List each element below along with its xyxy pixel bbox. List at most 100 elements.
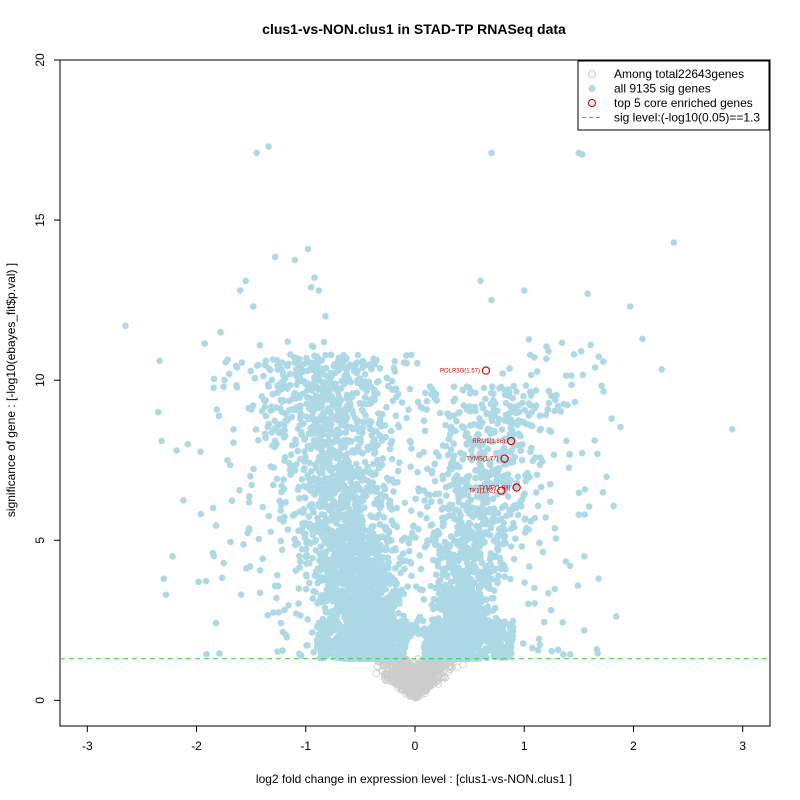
nonsig-point xyxy=(406,659,414,667)
nonsig-point xyxy=(438,662,446,671)
sig-gene-point xyxy=(433,397,441,404)
sig-gene-point xyxy=(302,457,310,465)
sig-gene-point xyxy=(386,497,394,505)
sig-gene-point xyxy=(361,394,369,401)
sig-gene-point xyxy=(296,455,304,463)
sig-gene-point xyxy=(514,473,522,481)
sig-gene-point xyxy=(390,364,398,372)
sig-gene-point xyxy=(277,507,285,514)
sig-gene-point xyxy=(533,489,540,496)
sig-gene-point xyxy=(410,522,417,529)
sig-gene-point xyxy=(303,354,310,362)
sig-gene-point xyxy=(376,419,383,426)
sig-gene-point xyxy=(416,552,424,559)
sig-gene-point xyxy=(230,439,237,446)
sig-gene-point xyxy=(374,441,382,449)
sig-gene-point xyxy=(370,543,378,551)
sig-gene-point xyxy=(277,365,285,373)
sig-gene-point xyxy=(408,351,415,359)
sig-gene-point xyxy=(465,473,472,480)
sig-gene-point xyxy=(326,376,334,384)
sig-gene-point xyxy=(393,523,401,531)
sig-gene-point xyxy=(463,404,471,412)
sig-gene-point xyxy=(376,521,384,528)
sig-gene-point xyxy=(318,492,326,499)
sig-gene-point xyxy=(474,541,481,548)
nonsig-point xyxy=(426,673,434,682)
sig-gene-point xyxy=(342,453,349,460)
nonsig-point xyxy=(389,663,397,671)
sig-gene-point xyxy=(375,586,383,593)
nonsig-point xyxy=(378,666,386,675)
sig-gene-point xyxy=(324,571,332,578)
sig-gene-point xyxy=(376,566,384,573)
sig-gene-point xyxy=(428,467,436,475)
sig-gene-point xyxy=(491,587,498,594)
sig-gene-point xyxy=(421,427,429,435)
sig-gene-point xyxy=(259,503,267,511)
sig-gene-point xyxy=(335,393,343,401)
sig-gene-point xyxy=(430,388,437,396)
sig-gene-point xyxy=(271,417,279,425)
nonsig-point xyxy=(372,669,380,678)
sig-gene-point xyxy=(391,358,399,365)
sig-gene-point xyxy=(478,401,486,409)
sig-gene-point xyxy=(424,503,431,511)
sig-gene-point xyxy=(245,493,253,500)
sig-gene-point xyxy=(376,432,383,439)
sig-gene-point xyxy=(349,568,356,576)
sig-gene-point xyxy=(403,352,410,359)
sig-gene-point xyxy=(563,437,570,445)
sig-gene-point xyxy=(456,463,463,471)
sig-gene-point xyxy=(341,594,349,601)
sig-gene-point xyxy=(464,551,472,559)
sig-gene-point xyxy=(521,516,528,523)
sig-gene-point xyxy=(331,385,338,392)
nonsig-point xyxy=(392,679,400,687)
sig-gene-point xyxy=(533,471,541,479)
sig-gene-point xyxy=(458,588,465,596)
sig-gene-point xyxy=(360,496,367,504)
sig-gene-point xyxy=(471,403,479,411)
sig-gene-point xyxy=(376,365,384,372)
sig-gene-point xyxy=(336,485,343,493)
sig-gene-point xyxy=(520,392,527,400)
sig-gene-point xyxy=(383,524,390,531)
sig-gene-point xyxy=(308,629,316,636)
sig-gene-point xyxy=(385,535,392,542)
sig-gene-point xyxy=(463,441,471,448)
sig-gene-point xyxy=(386,445,394,453)
sig-gene-point xyxy=(487,400,495,408)
sig-gene-point xyxy=(349,472,357,480)
sig-gene-point xyxy=(408,507,415,514)
nonsig-point xyxy=(444,668,452,676)
sig-gene-point xyxy=(396,459,403,466)
sig-gene-point xyxy=(293,403,301,411)
sig-gene-point xyxy=(360,475,368,482)
sig-gene-point xyxy=(502,565,509,573)
sig-gene-point xyxy=(376,504,384,512)
sig-gene-point xyxy=(391,602,398,610)
sig-gene-point xyxy=(453,418,460,425)
sig-gene-point xyxy=(315,522,323,530)
sig-gene-point xyxy=(557,408,565,415)
sig-gene-point xyxy=(330,497,337,505)
sig-gene-point xyxy=(405,406,412,414)
sig-gene-point xyxy=(387,427,395,435)
sig-gene-point xyxy=(349,362,356,370)
sig-gene-point xyxy=(365,400,373,407)
sig-gene-point xyxy=(442,442,450,450)
sig-gene-point xyxy=(294,425,302,432)
sig-gene-point xyxy=(309,366,316,374)
sig-gene-point xyxy=(494,533,501,541)
sig-gene-point xyxy=(526,388,534,396)
sig-gene-point xyxy=(488,417,496,425)
sig-gene-point xyxy=(381,422,389,429)
sig-gene-point xyxy=(465,545,472,552)
sig-gene-point xyxy=(338,524,346,531)
sig-gene-point xyxy=(349,482,356,489)
sig-gene-point xyxy=(430,529,438,536)
sig-gene-point xyxy=(478,559,486,567)
sig-gene-point xyxy=(416,451,423,459)
sig-gene-point xyxy=(537,425,544,433)
